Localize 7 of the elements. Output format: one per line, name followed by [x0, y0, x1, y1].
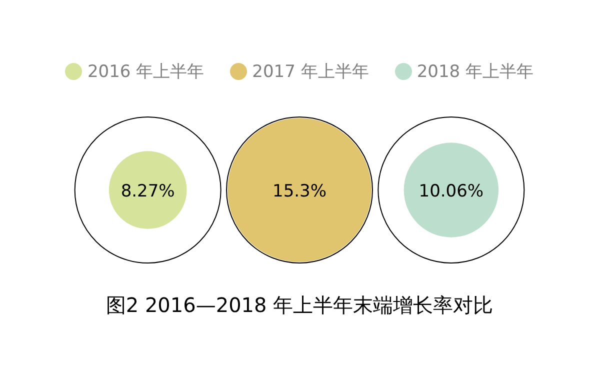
category-label: 2016 年上半年: [87, 61, 204, 83]
data-label: 10.06%: [418, 181, 484, 202]
text: 图2 2016—2018 年上半年末端增长率对比: [104, 292, 494, 319]
data-label: 8.27%: [120, 181, 175, 202]
category-label: 2018 年上半年: [416, 61, 534, 83]
category-label: 2017 年上半年: [252, 61, 369, 83]
data-label: 15.3%: [272, 181, 327, 202]
